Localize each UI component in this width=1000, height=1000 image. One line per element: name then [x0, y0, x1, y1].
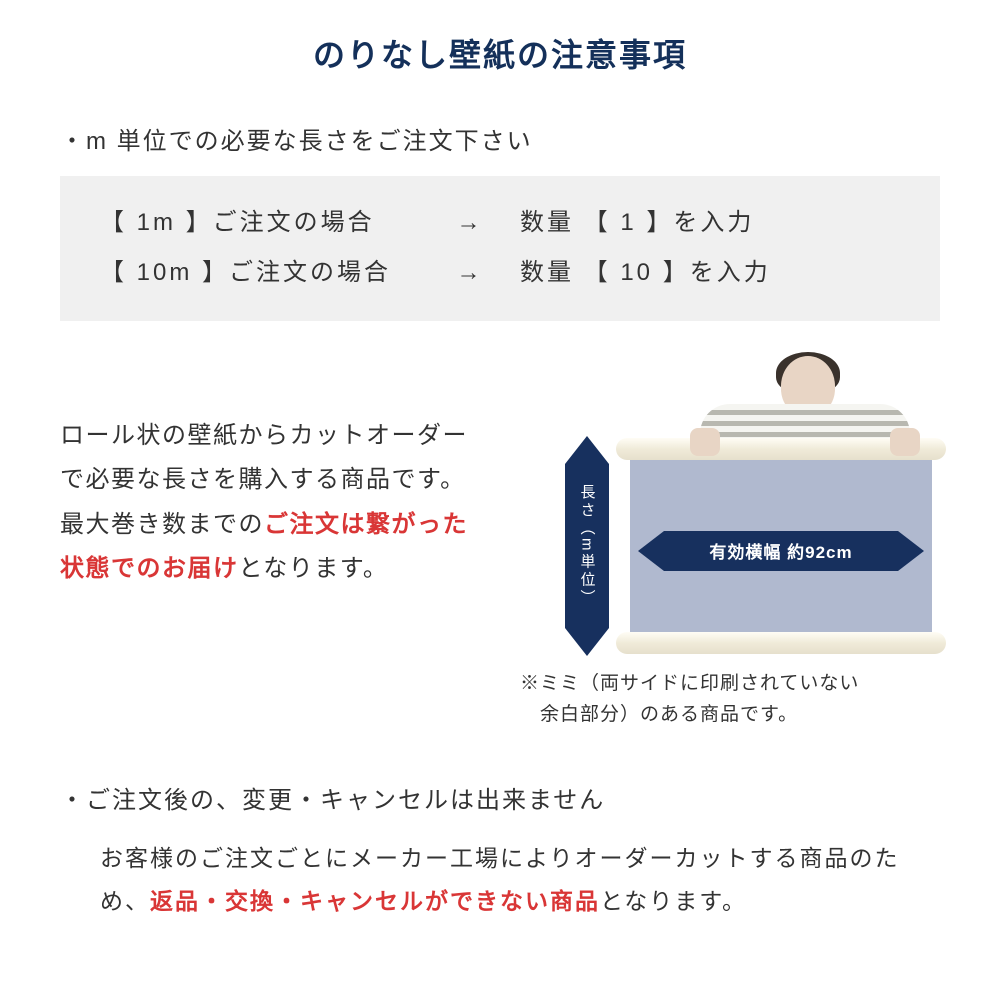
arrow-down-icon [565, 628, 609, 656]
example-1-right: 数量 【 1 】を入力 [520, 198, 754, 248]
length-arrow: 長さ（m単位） [565, 436, 609, 656]
arrow-right-icon [898, 531, 924, 571]
mimi-line1: ※ミミ（両サイドに印刷されていない [520, 673, 859, 694]
arrow-up-icon [565, 436, 609, 464]
cancel-text-b: となります。 [600, 888, 747, 914]
example-2-left: 【 10m 】ご注文の場合 [100, 248, 420, 298]
arrow-icon: → [430, 198, 510, 248]
example-row-1: 【 1m 】ご注文の場合 → 数量 【 1 】を入力 [100, 198, 900, 248]
mimi-note: ※ミミ（両サイドに印刷されていない 余白部分）のある商品です。 [500, 668, 950, 731]
product-description-section: ロール状の壁紙からカットオーダーで必要な長さを購入する商品です。最大巻き数までの… [60, 356, 940, 731]
diagram-illustration: 長さ（m単位） 有効横幅 約92cm [510, 356, 950, 656]
example-row-2: 【 10m 】ご注文の場合 → 数量 【 10 】を入力 [100, 248, 900, 298]
example-1-left: 【 1m 】ご注文の場合 [100, 198, 420, 248]
desc-part2: となります。 [239, 555, 389, 582]
arrow-left-icon [638, 531, 664, 571]
cancel-body: お客様のご注文ごとにメーカー工場によりオーダーカットする商品のため、返品・交換・… [60, 837, 940, 922]
order-example-box: 【 1m 】ご注文の場合 → 数量 【 1 】を入力 【 10m 】ご注文の場合… [60, 176, 940, 321]
person-hand [890, 428, 920, 456]
width-arrow: 有効横幅 約92cm [638, 531, 924, 571]
person-hand [690, 428, 720, 456]
description-text: ロール状の壁紙からカットオーダーで必要な長さを購入する商品です。最大巻き数までの… [60, 356, 480, 592]
width-label: 有効横幅 約92cm [664, 531, 898, 571]
bullet-order-unit: ・m 単位での必要な長さをご注文下さい [60, 121, 940, 156]
cancel-highlight: 返品・交換・キャンセルができない商品 [150, 888, 600, 914]
page-title: のりなし壁紙の注意事項 [60, 30, 940, 76]
cancel-heading: ・ご注文後の、変更・キャンセルは出来ません [60, 780, 940, 815]
example-2-right: 数量 【 10 】を入力 [520, 248, 771, 298]
wallpaper-diagram: 長さ（m単位） 有効横幅 約92cm ※ミミ（両サイドに印刷されていない 余白部… [500, 356, 950, 731]
arrow-icon: → [430, 248, 510, 298]
mimi-line2: 余白部分）のある商品です。 [520, 704, 798, 725]
length-label: 長さ（m単位） [565, 464, 609, 628]
roll-bottom [616, 632, 946, 654]
